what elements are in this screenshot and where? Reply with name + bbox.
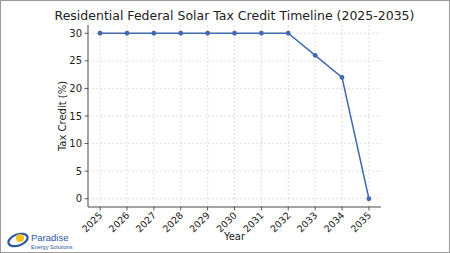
data-point bbox=[98, 31, 103, 36]
data-point bbox=[178, 31, 183, 36]
x-axis bbox=[88, 207, 381, 208]
logo: ParadiseEnergy Solutions bbox=[7, 231, 73, 250]
x-tick-label: 2026 bbox=[107, 210, 132, 235]
grid-line bbox=[315, 25, 316, 207]
tick bbox=[368, 207, 369, 211]
border bbox=[1, 1, 450, 253]
tick bbox=[85, 60, 89, 61]
tick bbox=[180, 207, 181, 211]
y-tick-label: 5 bbox=[76, 166, 82, 177]
plot-area bbox=[98, 31, 372, 201]
tick bbox=[315, 207, 316, 211]
x-tick-label: 2033 bbox=[295, 210, 320, 235]
chart-container: Residential Federal Solar Tax Credit Tim… bbox=[0, 0, 450, 253]
grid-line bbox=[368, 25, 369, 207]
grid-line bbox=[126, 25, 127, 207]
x-tick-label: 2029 bbox=[187, 210, 212, 235]
grid bbox=[88, 25, 381, 207]
data-point bbox=[125, 31, 130, 36]
y-tick-label: 20 bbox=[69, 83, 82, 94]
y-tick-label: 10 bbox=[69, 138, 82, 149]
x-tick-label: 2028 bbox=[160, 210, 185, 235]
data-point bbox=[367, 196, 372, 201]
x-tick-label: 2034 bbox=[322, 210, 347, 235]
x-tick-label: 2027 bbox=[133, 210, 158, 235]
grid-line bbox=[88, 143, 381, 144]
tick bbox=[85, 88, 89, 89]
tick bbox=[126, 207, 127, 211]
chart-svg: Residential Federal Solar Tax Credit Tim… bbox=[0, 0, 450, 253]
tick bbox=[85, 198, 89, 199]
grid-line bbox=[153, 25, 154, 207]
y-tick-label: 0 bbox=[76, 193, 82, 204]
data-point bbox=[151, 31, 156, 36]
grid-line bbox=[180, 25, 181, 207]
x-tick-label: 2032 bbox=[268, 210, 293, 235]
tick bbox=[85, 171, 89, 172]
data-point bbox=[205, 31, 210, 36]
logo-name: Paradise bbox=[31, 232, 69, 243]
y-axis bbox=[88, 25, 89, 207]
tick bbox=[85, 143, 89, 144]
y-tick-label: 15 bbox=[69, 111, 82, 122]
tick bbox=[85, 33, 89, 34]
tick bbox=[261, 207, 262, 211]
tick bbox=[100, 207, 101, 211]
logo-tagline: Energy Solutions bbox=[31, 244, 73, 250]
tick bbox=[342, 207, 343, 211]
tick bbox=[207, 207, 208, 211]
x-tick-label: 2035 bbox=[348, 210, 373, 235]
grid-line bbox=[342, 25, 343, 207]
tick bbox=[234, 207, 235, 211]
grid-line bbox=[100, 25, 101, 207]
y-tick-label: 30 bbox=[69, 28, 82, 39]
y-tick-label: 25 bbox=[69, 55, 82, 66]
data-point bbox=[259, 31, 264, 36]
data-point bbox=[232, 31, 237, 36]
grid-line bbox=[207, 25, 208, 207]
logo-sun bbox=[16, 234, 24, 242]
grid-line bbox=[234, 25, 235, 207]
logo-swirl bbox=[7, 231, 30, 248]
data-point bbox=[286, 31, 291, 36]
data-line bbox=[100, 33, 369, 198]
grid-line bbox=[88, 88, 381, 89]
title: Residential Federal Solar Tax Credit Tim… bbox=[55, 8, 415, 23]
x-axis-label: Year bbox=[223, 231, 246, 242]
x-tick-label: 2025 bbox=[80, 210, 105, 235]
data-point bbox=[313, 53, 318, 58]
tick bbox=[288, 207, 289, 211]
y-axis-label: Tax Credit (%) bbox=[57, 81, 68, 152]
tick bbox=[153, 207, 154, 211]
data-point bbox=[340, 75, 345, 80]
grid-line bbox=[261, 25, 262, 207]
grid-line bbox=[288, 25, 289, 207]
grid-line bbox=[88, 116, 381, 117]
tick bbox=[85, 116, 89, 117]
